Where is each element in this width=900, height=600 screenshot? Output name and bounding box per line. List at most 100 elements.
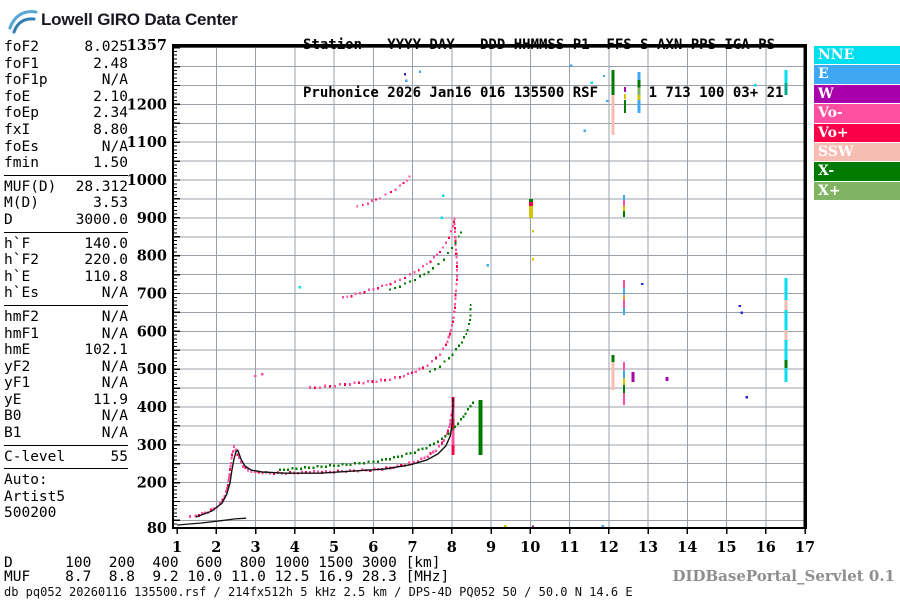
svg-text:2: 2 bbox=[211, 539, 221, 556]
measurement-footer: db pq052 20260116 135500.rsf / 214fx512h… bbox=[4, 585, 633, 599]
app-logo: Lowell GIRO Data Center bbox=[8, 6, 238, 34]
parameter-group: C-level 55 bbox=[4, 449, 128, 470]
param-row-hf2: h`F2 220.0 bbox=[4, 252, 128, 269]
svg-text:700: 700 bbox=[137, 285, 167, 302]
param-row-b0: B0 N/A bbox=[4, 408, 128, 425]
param-value: 8.80 bbox=[93, 121, 128, 138]
giro-wave-icon bbox=[8, 10, 38, 34]
param-value: 2.48 bbox=[93, 55, 128, 72]
param-value: 3.53 bbox=[93, 195, 128, 212]
param-row-clevel: C-level 55 bbox=[4, 449, 128, 466]
legend-item-x: X+ bbox=[814, 181, 900, 201]
echo-direction-legend: NNE E W Vo- Vo+ SSW X- X+ bbox=[814, 46, 900, 201]
svg-text:3: 3 bbox=[250, 539, 260, 556]
param-label: foEp bbox=[4, 105, 39, 122]
station-header-columns: Station YYYY DAY DDD HHMMSS P1 FFS S AXN… bbox=[303, 37, 776, 53]
param-row-yf1: yF1 N/A bbox=[4, 375, 128, 392]
svg-text:600: 600 bbox=[137, 323, 167, 340]
param-row-ye: yE 11.9 bbox=[4, 392, 128, 409]
svg-text:800: 800 bbox=[137, 248, 167, 265]
param-value: 8.025 bbox=[84, 39, 128, 55]
param-value: 110.8 bbox=[84, 268, 128, 285]
d-distance-row: D 100 200 400 600 800 1000 1500 3000 [km… bbox=[4, 555, 441, 571]
svg-text:13: 13 bbox=[638, 539, 658, 556]
param-label: yE bbox=[4, 391, 22, 408]
param-label: fmin bbox=[4, 155, 39, 172]
param-value: N/A bbox=[101, 358, 128, 375]
parameter-panel: foF2 8.025 foF1 2.48 foF1p N/A foE 2.10 foEp 2.34… bbox=[4, 39, 128, 522]
param-label: hmF2 bbox=[4, 308, 39, 325]
param-row-hes: h`Es N/A bbox=[4, 285, 128, 302]
svg-text:5: 5 bbox=[329, 539, 339, 556]
param-row-md: M(D) 3.53 bbox=[4, 195, 128, 212]
auto-scaling-line: Auto: bbox=[4, 472, 48, 489]
param-row-hmf1: hmF1 N/A bbox=[4, 326, 128, 343]
param-value: N/A bbox=[101, 138, 128, 155]
param-label: M(D) bbox=[4, 195, 39, 212]
param-row-hmf2: hmF2 N/A bbox=[4, 309, 128, 326]
param-label: C-level bbox=[4, 448, 66, 465]
auto-scaling-block: Auto: Artist5 500200 bbox=[4, 472, 128, 522]
param-label: foF1 bbox=[4, 55, 39, 72]
parameter-group: MUF(D) 28.312 M(D) 3.53 D 3000.0 bbox=[4, 179, 128, 233]
param-value: N/A bbox=[101, 72, 128, 89]
param-label: h`F bbox=[4, 235, 31, 252]
param-row-d: D 3000.0 bbox=[4, 212, 128, 229]
svg-text:15: 15 bbox=[716, 539, 736, 556]
param-label: h`F2 bbox=[4, 252, 39, 269]
param-value: 1.50 bbox=[93, 155, 128, 172]
param-label: foF2 bbox=[4, 39, 39, 55]
svg-text:80: 80 bbox=[147, 520, 167, 537]
legend-item-ssw: SSW bbox=[814, 142, 900, 162]
param-label: foEs bbox=[4, 138, 39, 155]
param-value: 220.0 bbox=[84, 252, 128, 269]
param-row-fmin: fmin 1.50 bbox=[4, 155, 128, 172]
svg-text:17: 17 bbox=[795, 539, 815, 556]
svg-text:14: 14 bbox=[677, 539, 697, 556]
param-label: fxI bbox=[4, 121, 31, 138]
legend-item-vo: Vo+ bbox=[814, 123, 900, 142]
param-label: yF2 bbox=[4, 358, 31, 375]
param-value: 28.312 bbox=[75, 178, 128, 195]
param-row-foe: foE 2.10 bbox=[4, 89, 128, 106]
svg-text:200: 200 bbox=[137, 475, 167, 492]
svg-text:6: 6 bbox=[368, 539, 378, 556]
param-row-mufd: MUF(D) 28.312 bbox=[4, 179, 128, 196]
legend-item-vo: Vo- bbox=[814, 104, 900, 123]
svg-text:10: 10 bbox=[520, 539, 540, 556]
param-value: 2.10 bbox=[93, 88, 128, 105]
param-label: hmF1 bbox=[4, 325, 39, 342]
auto-scaling-line: 500200 bbox=[4, 505, 57, 522]
param-value: N/A bbox=[101, 308, 128, 325]
svg-text:7: 7 bbox=[407, 539, 417, 556]
param-value: N/A bbox=[101, 425, 128, 442]
param-label: h`E bbox=[4, 268, 31, 285]
parameter-group: hmF2 N/A hmF1 N/A hmE 102.1 yF2 N/A yF1 N/A yE 11.9… bbox=[4, 309, 128, 446]
svg-text:9: 9 bbox=[486, 539, 496, 556]
legend-item-w: W bbox=[814, 84, 900, 104]
param-label: yF1 bbox=[4, 375, 31, 392]
param-value: 3000.0 bbox=[75, 211, 128, 228]
svg-text:1000: 1000 bbox=[127, 172, 167, 189]
param-value: N/A bbox=[101, 285, 128, 302]
param-label: D bbox=[4, 211, 13, 228]
param-row-hme: hmE 102.1 bbox=[4, 342, 128, 359]
svg-text:1200: 1200 bbox=[127, 96, 167, 113]
svg-text:300: 300 bbox=[137, 437, 167, 454]
param-value: N/A bbox=[101, 375, 128, 392]
param-label: MUF(D) bbox=[4, 178, 57, 195]
svg-text:1357: 1357 bbox=[127, 37, 167, 54]
svg-text:11: 11 bbox=[559, 539, 579, 556]
param-label: foF1p bbox=[4, 72, 48, 89]
param-row-foep: foEp 2.34 bbox=[4, 105, 128, 122]
logo-text: Lowell GIRO Data Center bbox=[41, 10, 238, 29]
svg-text:1: 1 bbox=[172, 539, 182, 556]
svg-text:4: 4 bbox=[290, 539, 300, 556]
station-header: Station YYYY DAY DDD HHMMSS P1 FFS S AXN… bbox=[303, 5, 783, 133]
param-label: foE bbox=[4, 88, 31, 105]
svg-text:900: 900 bbox=[137, 210, 167, 227]
param-label: B1 bbox=[4, 425, 22, 442]
param-label: B0 bbox=[4, 408, 22, 425]
param-value: 140.0 bbox=[84, 235, 128, 252]
